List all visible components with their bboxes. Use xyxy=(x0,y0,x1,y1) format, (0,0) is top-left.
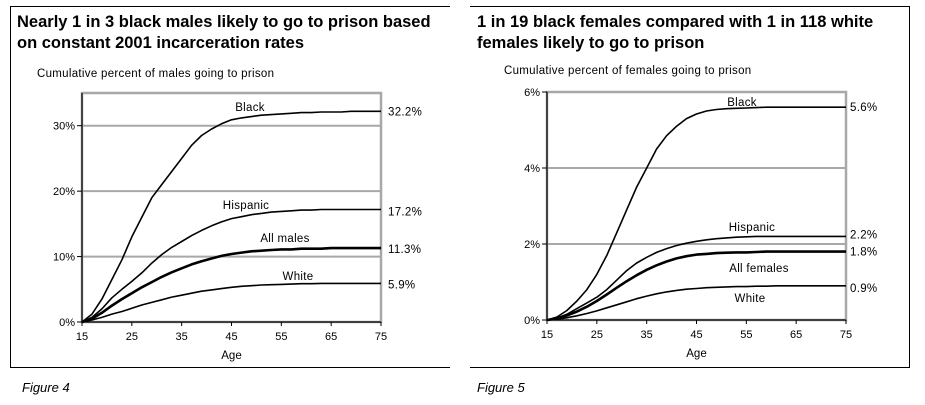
y-tick-label: 6% xyxy=(524,87,540,99)
x-tick-label: 55 xyxy=(275,331,287,343)
x-axis-title: Age xyxy=(221,350,241,362)
y-tick-label: 0% xyxy=(524,315,540,327)
chart-title: 1 in 19 black females compared with 1 in… xyxy=(477,13,874,52)
panel-border-right-edge xyxy=(909,6,910,368)
x-tick-label: 55 xyxy=(740,329,752,341)
end-value-label: 32.2% xyxy=(388,106,422,118)
series-label: White xyxy=(283,271,314,283)
series-line-hispanic xyxy=(546,235,846,321)
panel-border-bottom-edge xyxy=(10,367,450,368)
figure-caption: Figure 5 xyxy=(477,380,525,395)
x-tick-label: 45 xyxy=(690,329,702,341)
panel-border-left-edge xyxy=(10,6,11,368)
y-axis-title: Cumulative percent of females going to p… xyxy=(504,65,751,77)
x-tick-label: 35 xyxy=(176,331,188,343)
end-value-label: 1.8% xyxy=(850,247,877,259)
series-line-all-females xyxy=(546,250,846,322)
panel-border-top-edge xyxy=(470,6,910,7)
y-tick-label: 0% xyxy=(59,317,75,329)
series-line-black xyxy=(546,106,846,321)
chart-title: Nearly 1 in 3 black males likely to go t… xyxy=(17,13,431,52)
x-tick-label: 45 xyxy=(225,331,237,343)
panel-border-top-edge xyxy=(10,6,450,7)
end-value-label: 11.3% xyxy=(388,244,421,256)
series-line-white xyxy=(81,282,381,323)
series-line-white xyxy=(546,284,846,321)
y-tick-label: 30% xyxy=(53,121,75,133)
end-value-label: 2.2% xyxy=(850,229,877,241)
x-tick-label: 65 xyxy=(790,329,802,341)
x-axis-title: Age xyxy=(686,348,706,360)
x-tick-label: 15 xyxy=(76,331,88,343)
chart-figure-4: Cumulative percent of males going to pri… xyxy=(37,68,422,362)
figure-4-panel: Nearly 1 in 3 black males likely to go t… xyxy=(10,6,450,368)
series-label: White xyxy=(735,293,766,305)
series-line-black xyxy=(81,110,381,323)
series-label: All males xyxy=(260,233,309,245)
end-value-label: 0.9% xyxy=(850,283,877,295)
series-label: All females xyxy=(729,263,789,275)
figure-5-panel: 1 in 19 black females compared with 1 in… xyxy=(470,6,910,368)
y-tick-label: 10% xyxy=(53,252,75,264)
x-tick-label: 25 xyxy=(126,331,138,343)
series-line-all-males xyxy=(81,246,381,324)
x-tick-label: 25 xyxy=(591,329,603,341)
y-axis-title: Cumulative percent of males going to pri… xyxy=(37,68,274,80)
series-label: Hispanic xyxy=(729,222,776,234)
y-tick-label: 20% xyxy=(53,186,75,198)
x-tick-label: 75 xyxy=(840,329,852,341)
panel-border-bottom-edge xyxy=(470,367,910,368)
end-value-label: 5.9% xyxy=(388,279,415,291)
series-label: Black xyxy=(727,97,757,109)
series-label: Black xyxy=(235,102,265,114)
x-tick-label: 65 xyxy=(325,331,337,343)
series-line-hispanic xyxy=(81,208,381,323)
series-label: Hispanic xyxy=(223,200,270,212)
figure-caption: Figure 4 xyxy=(22,380,70,395)
y-tick-label: 4% xyxy=(524,163,540,175)
y-tick-label: 2% xyxy=(524,239,540,251)
end-value-label: 17.2% xyxy=(388,206,422,218)
x-tick-label: 15 xyxy=(541,329,553,341)
x-tick-label: 35 xyxy=(641,329,653,341)
chart-figure-5: Cumulative percent of females going to p… xyxy=(504,65,877,360)
end-value-label: 5.6% xyxy=(850,102,877,114)
x-tick-label: 75 xyxy=(375,331,387,343)
